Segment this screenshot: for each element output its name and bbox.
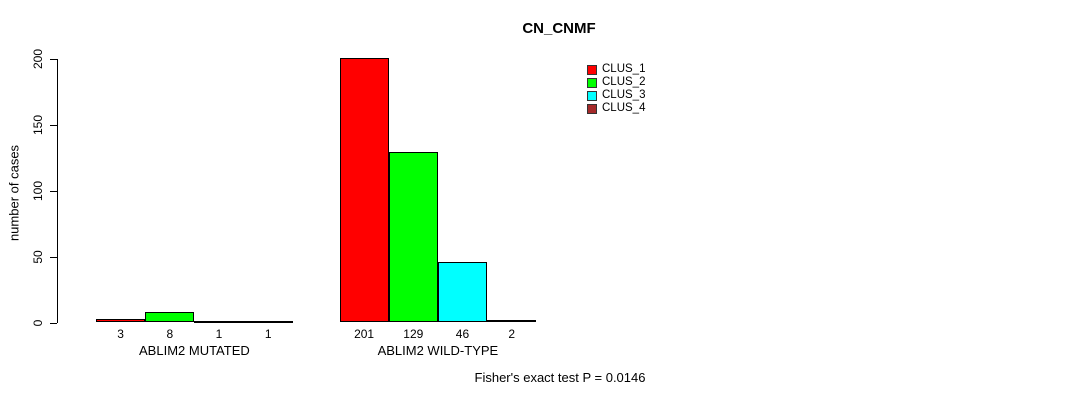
bar-value-label: 1 [215,327,223,341]
legend-item-clus_2: CLUS_2 [587,76,645,89]
bar-ablim2-mutated-clus_1 [96,318,146,323]
y-tick [50,190,57,192]
legend-item-clus_3: CLUS_3 [587,89,645,102]
bar-value-label: 2 [508,327,516,341]
legend-swatch-icon [587,103,597,114]
bar-value-label: 201 [354,327,375,341]
legend-item-clus_1: CLUS_1 [587,63,645,76]
y-tick [50,256,57,258]
y-tick-label: 0 [31,319,45,326]
group-label: ABLIM2 WILD-TYPE [377,343,499,358]
bar-value-label: 1 [264,327,272,341]
y-axis-line [57,58,58,323]
legend-item-label: CLUS_4 [602,102,646,114]
bar-value-label: 8 [166,327,174,341]
y-tick [50,124,57,126]
legend-swatch-icon [587,90,597,101]
y-tick-label: 100 [31,180,45,201]
bar-ablim2-wild-type-clus_2 [388,152,438,323]
bar-ablim2-mutated-clus_2 [145,311,195,323]
legend-item-label: CLUS_3 [602,89,646,101]
bar-value-label: 3 [117,327,124,341]
bar-ablim2-wild-type-clus_1 [339,57,389,323]
bar-value-label: 46 [455,327,470,341]
y-axis-label: number of cases [6,144,22,242]
legend-item-label: CLUS_1 [602,63,646,75]
legend-item-clus_4: CLUS_4 [587,102,645,115]
legend-swatch-icon [587,77,597,88]
chart-title: CN_CNMF [522,20,596,37]
y-tick-label: 200 [31,48,45,69]
bar-ablim2-wild-type-clus_4 [487,319,537,323]
y-tick-label: 150 [31,114,45,135]
fisher-test-annotation: Fisher's exact test P = 0.0146 [474,370,646,385]
y-tick-label: 50 [31,249,45,264]
y-tick [50,322,57,324]
y-tick [50,58,57,60]
legend-swatch-icon [587,64,597,75]
bar-ablim2-wild-type-clus_3 [437,261,488,323]
bar-value-label: 129 [403,327,424,341]
bar-ablim2-mutated-clus_3 [194,320,244,323]
legend-item-label: CLUS_2 [602,76,646,88]
group-label: ABLIM2 MUTATED [139,343,250,358]
bar-ablim2-mutated-clus_4 [243,320,293,323]
